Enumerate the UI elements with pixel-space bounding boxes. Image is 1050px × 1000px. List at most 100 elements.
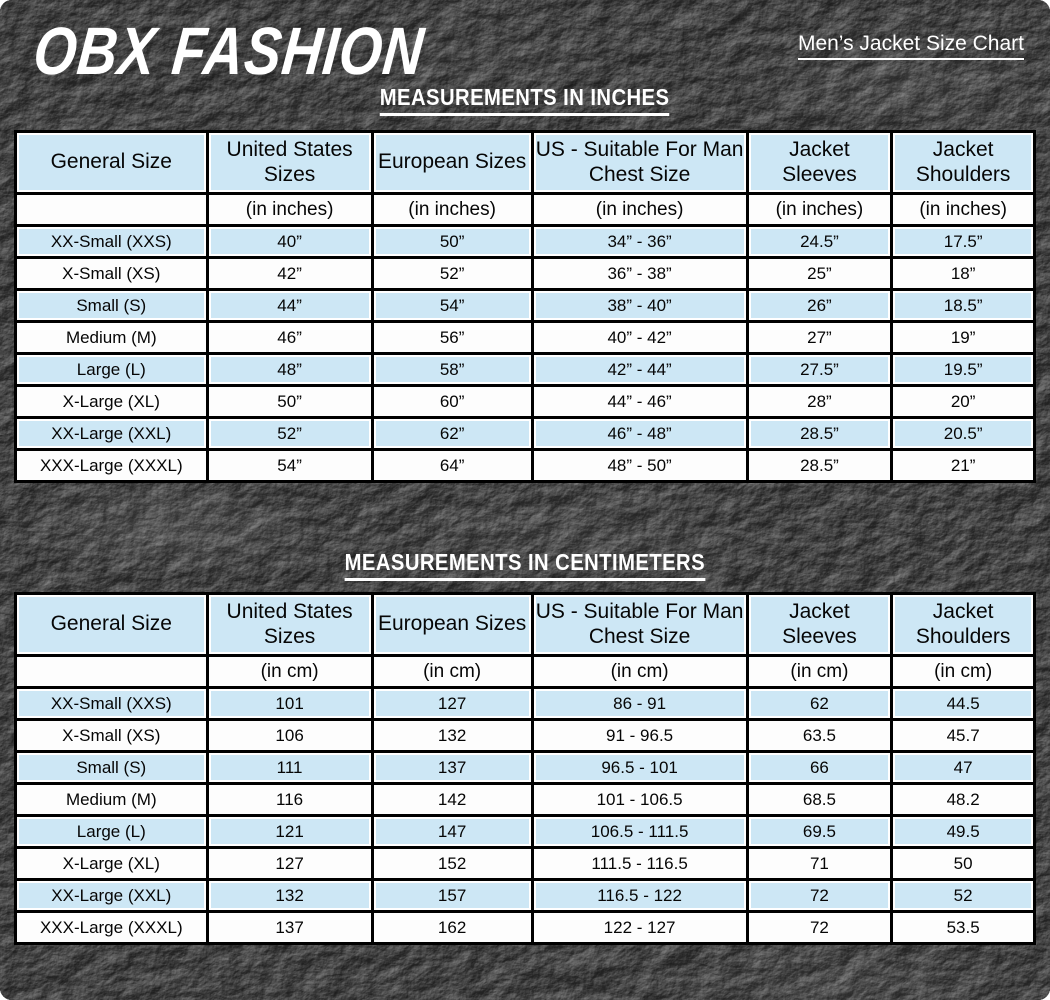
size-value-cell: 28” — [745, 384, 894, 419]
size-value-cell: 18” — [890, 256, 1036, 291]
size-value-cell: 52” — [205, 416, 374, 451]
size-value-cell: 127 — [205, 846, 374, 881]
unit-cell: (in cm) — [890, 654, 1036, 689]
size-value-cell: 52 — [890, 878, 1036, 913]
size-value-cell: 47 — [890, 750, 1036, 785]
column-header: US - Suitable For Man Chest Size — [530, 130, 749, 195]
size-value-cell: 50 — [890, 846, 1036, 881]
size-value-cell: 36” - 38” — [530, 256, 749, 291]
table-row: Large (L) 48” 58” 42” - 44” 27.5” 19.5” — [14, 352, 1036, 387]
header-row: General Size United States Sizes European … — [14, 130, 1036, 195]
table-row: Small (S) 111 137 96.5 - 101 66 47 — [14, 750, 1036, 785]
size-value-cell: 132 — [205, 878, 374, 913]
size-value-cell: 54” — [205, 448, 374, 483]
size-value-cell: 122 - 127 — [530, 910, 749, 945]
column-header: Jacket Shoulders — [890, 130, 1036, 195]
table-head: General Size United States Sizes European … — [14, 130, 1036, 227]
size-value-cell: 53.5 — [890, 910, 1036, 945]
size-value-cell: 18.5” — [890, 288, 1036, 323]
size-value-cell: 96.5 - 101 — [530, 750, 749, 785]
size-value-cell: 42” — [205, 256, 374, 291]
size-value-cell: 152 — [370, 846, 534, 881]
inches-table-wrap: General Size United States Sizes European … — [14, 130, 1036, 483]
table-row: X-Small (XS) 106 132 91 - 96.5 63.5 45.7 — [14, 718, 1036, 753]
size-value-cell: 72 — [745, 878, 894, 913]
column-header: US - Suitable For Man Chest Size — [530, 592, 749, 657]
size-value-cell: 142 — [370, 782, 534, 817]
unit-cell: (in cm) — [745, 654, 894, 689]
size-value-cell: 116 — [205, 782, 374, 817]
table-row: XXX-Large (XXXL) 54” 64” 48” - 50” 28.5” 21” — [14, 448, 1036, 483]
table-head: General Size United States Sizes European … — [14, 592, 1036, 689]
table-row: Large (L) 121 147 106.5 - 111.5 69.5 49.5 — [14, 814, 1036, 849]
size-value-cell: 71 — [745, 846, 894, 881]
size-value-cell: 38” - 40” — [530, 288, 749, 323]
size-value-cell: 27” — [745, 320, 894, 355]
unit-cell: (in inches) — [890, 192, 1036, 227]
general-size-cell: Large (L) — [14, 352, 209, 387]
general-size-cell: XX-Large (XXL) — [14, 416, 209, 451]
size-value-cell: 28.5” — [745, 416, 894, 451]
column-header: General Size — [14, 592, 209, 657]
size-value-cell: 48” — [205, 352, 374, 387]
size-value-cell: 50” — [370, 224, 534, 259]
size-value-cell: 58” — [370, 352, 534, 387]
size-value-cell: 147 — [370, 814, 534, 849]
size-value-cell: 19.5” — [890, 352, 1036, 387]
size-value-cell: 68.5 — [745, 782, 894, 817]
size-value-cell: 69.5 — [745, 814, 894, 849]
column-header: European Sizes — [370, 130, 534, 195]
size-value-cell: 42” - 44” — [530, 352, 749, 387]
unit-cell: (in inches) — [205, 192, 374, 227]
size-value-cell: 45.7 — [890, 718, 1036, 753]
size-value-cell: 46” — [205, 320, 374, 355]
unit-cell: (in inches) — [370, 192, 534, 227]
table-row: Medium (M) 116 142 101 - 106.5 68.5 48.2 — [14, 782, 1036, 817]
size-value-cell: 40” — [205, 224, 374, 259]
brand-logo: OBX FASHION — [30, 13, 428, 89]
size-value-cell: 40” - 42” — [530, 320, 749, 355]
section-title-inches: MEASUREMENTS IN INCHES — [380, 84, 670, 116]
size-value-cell: 157 — [370, 878, 534, 913]
size-value-cell: 86 - 91 — [530, 686, 749, 721]
table-row: X-Large (XL) 50” 60” 44” - 46” 28” 20” — [14, 384, 1036, 419]
size-value-cell: 34” - 36” — [530, 224, 749, 259]
table-row: XX-Small (XXS) 40” 50” 34” - 36” 24.5” 17.5” — [14, 224, 1036, 259]
size-value-cell: 54” — [370, 288, 534, 323]
size-value-cell: 137 — [205, 910, 374, 945]
general-size-cell: XXX-Large (XXXL) — [14, 448, 209, 483]
table-row: Small (S) 44” 54” 38” - 40” 26” 18.5” — [14, 288, 1036, 323]
unit-cell — [14, 654, 209, 689]
size-value-cell: 127 — [370, 686, 534, 721]
centimeters-table-wrap: General Size United States Sizes European … — [14, 592, 1036, 945]
unit-cell — [14, 192, 209, 227]
size-value-cell: 62” — [370, 416, 534, 451]
size-value-cell: 56” — [370, 320, 534, 355]
size-value-cell: 25” — [745, 256, 894, 291]
general-size-cell: Small (S) — [14, 750, 209, 785]
size-value-cell: 46” - 48” — [530, 416, 749, 451]
section-title-centimeters: MEASUREMENTS IN CENTIMETERS — [344, 549, 706, 581]
general-size-cell: X-Large (XL) — [14, 846, 209, 881]
table-row: XX-Small (XXS) 101 127 86 - 91 62 44.5 — [14, 686, 1036, 721]
size-value-cell: 111 — [205, 750, 374, 785]
size-value-cell: 28.5” — [745, 448, 894, 483]
column-header: Jacket Shoulders — [890, 592, 1036, 657]
general-size-cell: Small (S) — [14, 288, 209, 323]
general-size-cell: Large (L) — [14, 814, 209, 849]
size-value-cell: 27.5” — [745, 352, 894, 387]
size-value-cell: 106 — [205, 718, 374, 753]
table-row: X-Large (XL) 127 152 111.5 - 116.5 71 50 — [14, 846, 1036, 881]
size-value-cell: 20.5” — [890, 416, 1036, 451]
chart-subtitle-wrap: Men’s Jacket Size Chart — [797, 32, 1024, 60]
size-value-cell: 50” — [205, 384, 374, 419]
unit-cell: (in cm) — [370, 654, 534, 689]
general-size-cell: XX-Small (XXS) — [14, 224, 209, 259]
size-value-cell: 106.5 - 111.5 — [530, 814, 749, 849]
unit-cell: (in inches) — [745, 192, 894, 227]
size-value-cell: 49.5 — [890, 814, 1036, 849]
size-value-cell: 66 — [745, 750, 894, 785]
size-value-cell: 132 — [370, 718, 534, 753]
size-value-cell: 20” — [890, 384, 1036, 419]
